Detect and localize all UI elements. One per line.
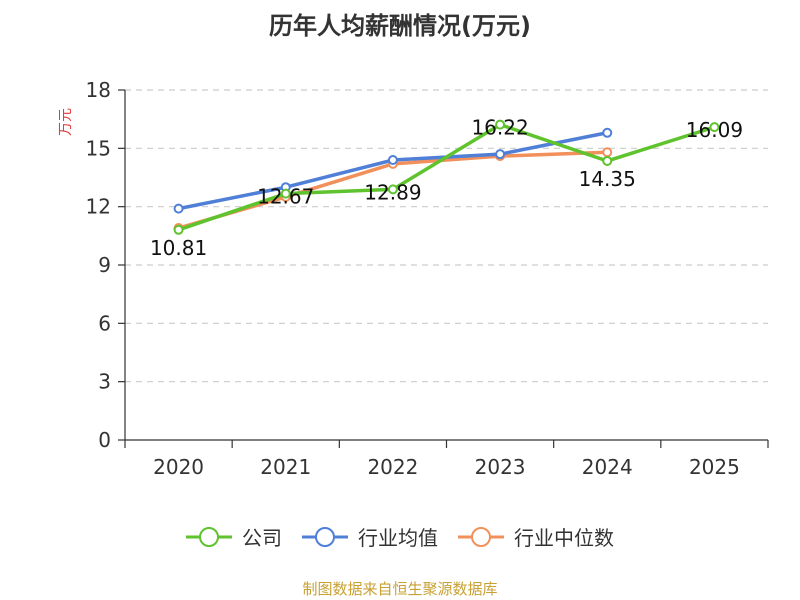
data-point: [602, 155, 613, 166]
legend-item[interactable]: 行业均值: [302, 526, 438, 550]
y-axis-label: 万元: [58, 108, 74, 136]
legend-label: 行业中位数: [514, 526, 614, 550]
y-tick-labels: 0 3 6 9 12 15 18: [86, 78, 111, 452]
legend-marker: [471, 527, 491, 547]
source-note: 制图数据来自恒生聚源数据库: [302, 580, 498, 598]
legend-item[interactable]: 行业中位数: [458, 526, 614, 550]
legend-label: 行业均值: [358, 526, 438, 550]
y-tick-label: 3: [98, 370, 111, 394]
legend-item[interactable]: 公司: [186, 526, 282, 550]
data-point: [709, 122, 720, 133]
series-lines: [173, 119, 720, 235]
data-point: [173, 224, 184, 235]
data-point: [602, 127, 613, 138]
y-tick-label: 0: [98, 428, 111, 452]
series-line-0: [176, 122, 717, 232]
data-label: 14.35: [579, 167, 636, 191]
x-tick-label: 2025: [689, 455, 740, 479]
y-tick-label: 12: [86, 195, 111, 219]
data-point: [173, 203, 184, 214]
x-tick-label: 2020: [153, 455, 204, 479]
x-tick-label: 2021: [260, 455, 311, 479]
y-tick-label: 9: [98, 253, 111, 277]
data-point: [280, 188, 291, 199]
x-tick-labels: 2020 2021 2022 2023 2024 2025: [153, 455, 740, 479]
grid-lines: [125, 89, 768, 383]
axes: [118, 89, 769, 448]
x-tick-label: 2024: [582, 455, 633, 479]
legend-label: 公司: [242, 526, 282, 550]
x-tick-label: 2023: [475, 455, 526, 479]
legend: 公司 行业均值 行业中位数: [186, 526, 614, 550]
data-point: [495, 119, 506, 130]
data-label: 10.81: [150, 236, 207, 260]
y-tick-label: 18: [86, 78, 111, 102]
y-tick-label: 6: [98, 311, 111, 335]
data-point: [602, 147, 613, 158]
data-label: 12.89: [364, 180, 421, 204]
chart-title: 历年人均薪酬情况(万元): [269, 12, 531, 40]
data-point: [495, 149, 506, 160]
data-label: 16.22: [471, 116, 528, 140]
x-tick-label: 2022: [367, 455, 418, 479]
data-label: 12.67: [257, 185, 314, 209]
data-point: [387, 155, 398, 165]
data-point: [387, 184, 398, 195]
y-tick-label: 15: [86, 136, 111, 160]
legend-marker: [315, 527, 335, 547]
data-labels: 10.81 12.67 12.89 16.22 14.35 16.09: [150, 116, 743, 260]
legend-marker: [199, 527, 219, 547]
data-label: 16.09: [686, 118, 743, 142]
